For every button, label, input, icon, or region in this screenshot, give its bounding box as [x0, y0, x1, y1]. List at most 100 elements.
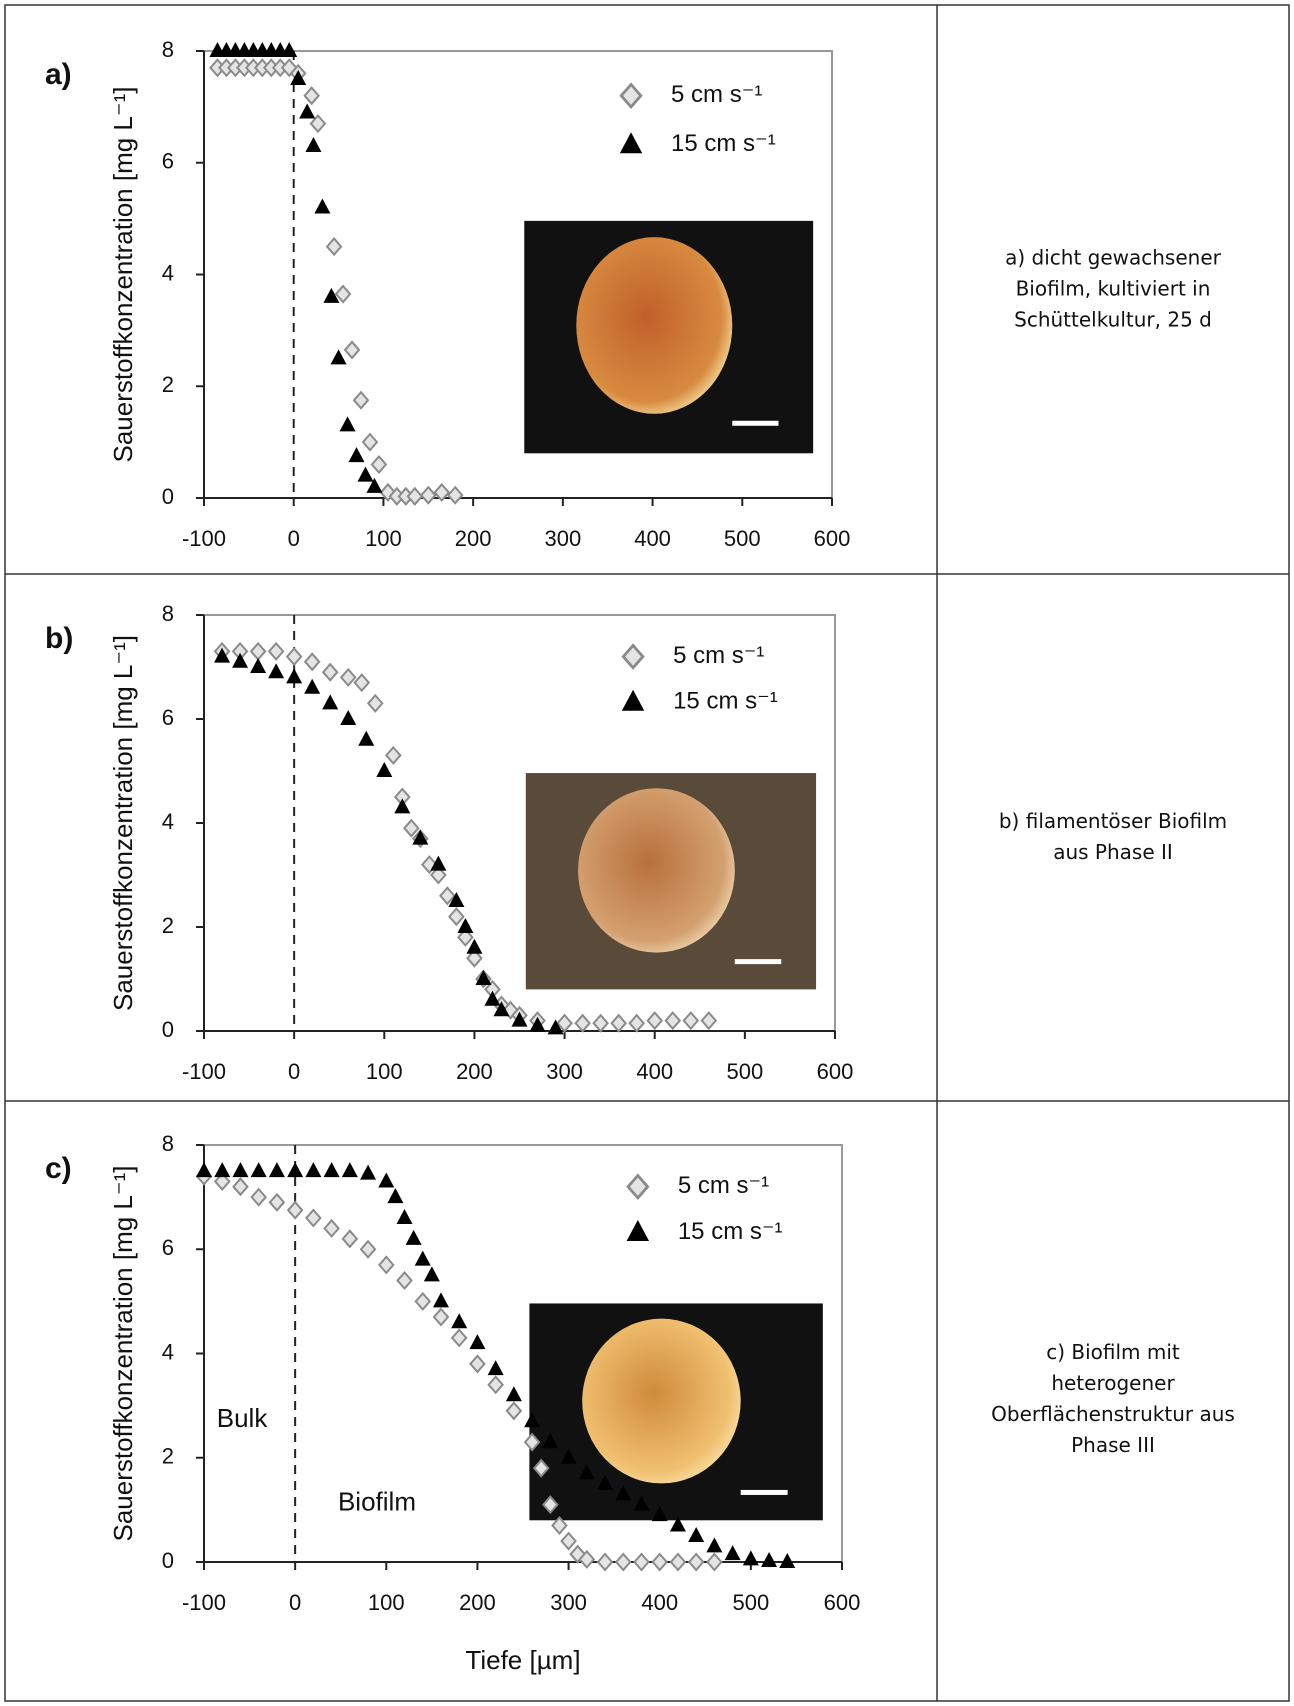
- data-point: [366, 693, 384, 713]
- scale-bar: [734, 959, 782, 965]
- data-point: [396, 1208, 413, 1224]
- caption-line: Phase III: [1071, 1433, 1155, 1457]
- table-frame: [4, 4, 1290, 1702]
- data-point: [232, 652, 249, 668]
- x-tick-label: 0: [289, 1590, 301, 1615]
- legend-marker: [619, 82, 643, 110]
- x-tick-label: -100: [182, 526, 226, 551]
- x-tick-label: -100: [182, 1059, 226, 1084]
- data-point: [432, 1307, 450, 1327]
- data-point: [314, 198, 331, 214]
- data-point: [487, 1375, 504, 1395]
- caption-line: c) Biofilm mit: [1046, 1340, 1180, 1364]
- scale-bar: [740, 1489, 788, 1495]
- data-point: [357, 466, 374, 482]
- data-point: [493, 1001, 510, 1017]
- caption-line: aus Phase II: [1053, 840, 1173, 864]
- data-point: [330, 349, 347, 365]
- x-tick-label: 500: [732, 1590, 769, 1615]
- data-point: [403, 818, 420, 838]
- data-point: [542, 1433, 559, 1449]
- data-point: [280, 58, 298, 78]
- x-tick-label: 0: [288, 1059, 300, 1084]
- data-point: [687, 1552, 705, 1572]
- data-point: [377, 1255, 395, 1275]
- data-point: [323, 287, 340, 303]
- data-point: [299, 103, 316, 119]
- data-point: [597, 1474, 614, 1490]
- data-point: [633, 1495, 650, 1511]
- data-point: [669, 1552, 687, 1572]
- data-point: [214, 647, 231, 663]
- data-point: [524, 1412, 541, 1428]
- x-tick-label: 0: [288, 526, 300, 551]
- data-point: [358, 730, 375, 746]
- x-tick-label: 500: [724, 526, 761, 551]
- data-point: [560, 1448, 577, 1464]
- legend-label: 5 cm s⁻¹: [671, 81, 762, 108]
- x-tick-label: 600: [824, 1590, 861, 1615]
- data-point: [511, 1011, 528, 1027]
- data-point: [341, 1229, 359, 1249]
- data-point: [651, 1506, 668, 1522]
- caption-line: Biofilm, kultiviert in: [1016, 277, 1211, 301]
- data-point: [232, 1162, 249, 1178]
- data-point: [305, 1162, 322, 1178]
- caption-line: b) filamentöser Biofilm: [999, 809, 1227, 833]
- x-tick-label: 400: [636, 1059, 673, 1084]
- panel-label: a): [45, 58, 72, 91]
- caption-line: Oberflächenstruktur aus: [991, 1402, 1235, 1426]
- x-tick-label: 200: [459, 1590, 496, 1615]
- data-point: [370, 454, 388, 474]
- data-point: [688, 1526, 705, 1542]
- data-point: [287, 1162, 304, 1178]
- data-point: [578, 1549, 596, 1569]
- legend-label: 5 cm s⁻¹: [673, 642, 764, 669]
- y-tick-label: 0: [162, 1017, 174, 1042]
- data-point: [414, 1291, 432, 1311]
- x-tick-label: 300: [546, 1059, 583, 1084]
- data-point: [304, 678, 321, 694]
- y-tick-label: 6: [162, 705, 174, 730]
- y-axis-label: Sauerstoffkonzentration [mg L⁻¹]: [108, 635, 138, 1011]
- data-point: [361, 432, 379, 452]
- data-point: [376, 762, 393, 777]
- data-point: [286, 1200, 304, 1220]
- data-point: [457, 927, 474, 947]
- legend-marker: [621, 643, 645, 670]
- data-point: [542, 1495, 559, 1515]
- data-point: [505, 1386, 522, 1402]
- data-point: [343, 340, 361, 360]
- annotation: Biofilm: [338, 1486, 416, 1516]
- data-point: [646, 1011, 664, 1031]
- data-point: [610, 1013, 627, 1033]
- data-point: [457, 918, 474, 933]
- y-tick-label: 2: [162, 372, 174, 397]
- legend-label: 15 cm s⁻¹: [678, 1218, 783, 1245]
- data-point: [466, 948, 483, 968]
- y-tick-label: 4: [162, 809, 174, 834]
- data-point: [596, 1552, 614, 1572]
- data-point: [724, 1545, 741, 1561]
- data-point: [419, 485, 437, 505]
- data-point: [682, 1011, 700, 1031]
- x-tick-label: 100: [366, 1059, 403, 1084]
- data-point: [706, 1537, 723, 1553]
- data-point: [628, 1013, 646, 1033]
- data-point: [448, 907, 465, 927]
- data-point: [250, 658, 267, 673]
- data-point: [523, 1432, 541, 1452]
- data-point: [214, 1162, 231, 1178]
- data-point: [339, 667, 357, 687]
- y-tick-label: 8: [162, 1131, 174, 1156]
- data-point: [578, 1464, 595, 1480]
- data-point: [446, 485, 464, 505]
- y-tick-label: 6: [162, 1235, 174, 1260]
- data-point: [290, 69, 307, 85]
- data-point: [305, 1208, 322, 1228]
- scale-bar: [732, 420, 779, 426]
- data-point: [360, 1164, 377, 1180]
- data-point: [430, 865, 447, 885]
- data-point: [250, 1187, 268, 1207]
